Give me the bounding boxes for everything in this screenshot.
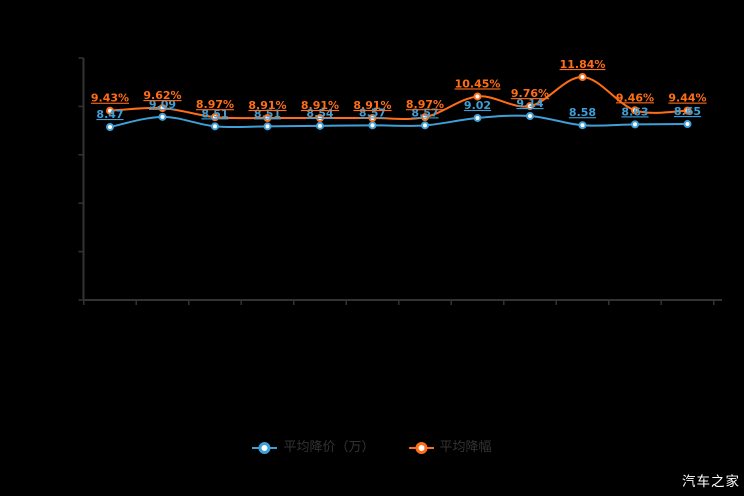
legend-label-avg-discount-rate: 平均降幅 [439,440,492,455]
data-label: 8.51 [254,107,281,120]
series-line-0 [109,114,689,129]
axis-ticks [78,57,715,305]
data-point[interactable] [631,106,639,115]
autohome-watermark: 汽车之家 [682,474,740,490]
data-point[interactable] [421,113,429,122]
data-point[interactable] [473,92,482,101]
data-point[interactable] [421,121,429,130]
data-label: 8.47 [96,108,123,121]
data-point[interactable] [211,113,219,122]
data-label: 9.62% [143,89,181,102]
data-label: 8.91% [353,99,391,112]
data-point[interactable] [263,114,272,122]
data-point[interactable] [263,122,272,131]
data-point[interactable] [578,121,587,130]
data-point[interactable] [631,120,639,129]
data-label: 8.51 [201,107,228,120]
data-point[interactable] [683,106,692,115]
series-layer [106,73,692,131]
data-point[interactable] [106,123,114,131]
data-point[interactable] [368,114,377,122]
legend-line-marker-orange-icon [408,442,434,454]
data-label: 8.57 [359,106,386,119]
data-label: 8.57 [411,106,438,119]
legend-line-marker-blue-icon [252,442,278,454]
data-point[interactable] [316,114,324,122]
data-label: 8.97% [196,98,234,111]
data-label: 8.97% [406,98,444,111]
data-label: 9.14 [516,97,543,110]
data-label-layer: 8.47 9.09 8.51 8.51 8.54 8.57 8.57 9.02 9.14 8.58… [91,58,707,121]
data-label: 9.02 [464,99,491,112]
data-label: 9.09 [149,98,176,111]
data-label: 9.44% [668,92,706,105]
data-point[interactable] [158,104,167,113]
data-point[interactable] [683,120,692,129]
data-label: 9.76% [511,87,549,100]
data-label: 9.43% [91,92,129,105]
data-label: 9.46% [616,91,654,104]
data-point[interactable] [473,113,482,122]
data-label: 8.65 [674,105,701,118]
data-label: 8.91% [248,99,286,112]
data-point[interactable] [106,106,114,115]
legend-item-avg-discount-rate[interactable]: 平均降幅 [408,440,492,455]
chart-legend: 平均降价（万） 平均降幅 [0,441,744,455]
legend-item-avg-price-cut[interactable]: 平均降价（万） [252,440,375,455]
data-label: 8.58 [569,106,596,119]
data-label: 8.91% [301,99,339,112]
data-label: 8.63 [621,105,648,118]
data-point[interactable] [526,102,534,111]
data-point[interactable] [211,122,219,131]
data-point[interactable] [578,73,587,81]
legend-label-avg-price-cut: 平均降价（万） [283,440,375,455]
data-label: 10.45% [455,77,501,90]
data-label: 11.84% [560,58,606,71]
data-point[interactable] [526,112,534,120]
data-point[interactable] [368,121,377,130]
data-label: 8.54 [306,107,333,120]
data-point[interactable] [316,121,324,130]
data-point[interactable] [158,112,167,121]
